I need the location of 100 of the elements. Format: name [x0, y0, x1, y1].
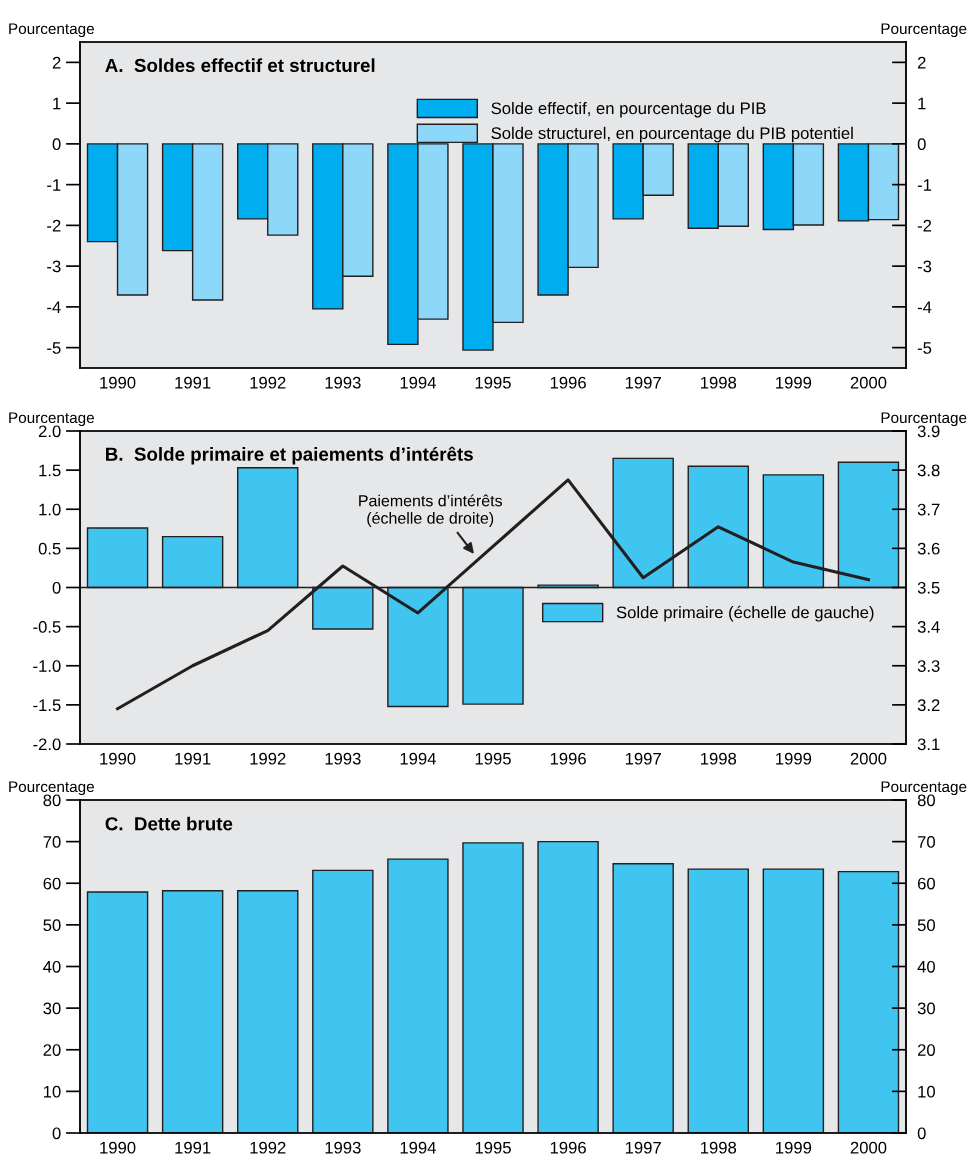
y2-tick-label: 3.7: [917, 503, 940, 516]
y-tick-label: 40: [43, 960, 61, 973]
x-tick-label: 1992: [250, 376, 286, 389]
y2-tick-label: 40: [917, 960, 935, 973]
y-tick-label: -1: [47, 179, 61, 191]
x-tick-label: 1998: [701, 376, 737, 389]
legend-label: Solde effectif, en pourcentage du PIB: [491, 101, 766, 118]
text: B. Solde primaire et paiements d’intérêts: [106, 446, 473, 465]
x-tick-label: 1996: [550, 752, 586, 765]
legend-label: Solde primaire (échelle de gauche): [616, 605, 874, 622]
bar: [612, 862, 674, 1133]
y2-tick-label: 3.4: [917, 621, 940, 633]
x-tick-label: 1994: [400, 376, 436, 389]
y2-tick-label: 3.1: [917, 738, 940, 751]
y-tick-label: -1.5: [33, 699, 61, 712]
text: C. Dette brute: [105, 816, 233, 831]
y2-tick-label: 1: [918, 97, 926, 110]
y2-tick-label: 3.6: [917, 542, 940, 555]
bar: [537, 840, 599, 1133]
x-tick-label: 1992: [250, 1141, 286, 1154]
x-tick-label: 1999: [776, 376, 812, 389]
y2-tick-label: 50: [917, 919, 935, 932]
y2-tick-label: 3.5: [917, 581, 940, 594]
bar: [86, 891, 149, 1133]
annotation: Paiements d’intérêts (échelle de droite): [359, 494, 503, 527]
x-tick-label: 1998: [701, 1141, 737, 1154]
x-tick-label: 1997: [625, 376, 661, 389]
y2-tick-label: 3.2: [917, 699, 940, 712]
y2-tick-label: 3.9: [917, 425, 940, 438]
y2-tick-label: 20: [917, 1044, 935, 1056]
x-tick-label: 1996: [550, 376, 586, 389]
y-tick-label: 10: [43, 1085, 61, 1098]
x-tick-label: 1991: [175, 752, 211, 765]
y2-tick-label: 10: [918, 1085, 935, 1098]
bar: [236, 890, 299, 1133]
y-axis-title: Pourcentage: [9, 23, 94, 38]
x-tick-label: 1995: [475, 1141, 511, 1154]
bar: [312, 869, 374, 1133]
x-tick-label: 1996: [550, 1141, 586, 1154]
y2-tick-label: 60: [917, 877, 935, 890]
x-tick-label: 2000: [850, 752, 887, 765]
bar: [762, 868, 825, 1133]
x-tick-label: 1997: [625, 1141, 661, 1154]
y2-tick-label: 2: [917, 56, 926, 69]
y2-tick-label: -4: [917, 301, 932, 313]
bar: [387, 858, 449, 1133]
text: A. Soldes effectif et structurel: [105, 58, 375, 73]
x-tick-label: 1992: [250, 752, 286, 765]
x-tick-label: 1991: [175, 1141, 211, 1154]
y2-tick-label: 3.3: [917, 660, 940, 672]
x-tick-label: 1993: [325, 376, 361, 389]
y-tick-label: 1.5: [39, 464, 61, 477]
y-tick-label: 0: [52, 138, 61, 151]
x-tick-label: 1997: [625, 752, 661, 765]
y-tick-label: 0: [52, 581, 61, 594]
y-tick-label: -1.0: [33, 660, 61, 672]
y-tick-label: 60: [43, 877, 61, 890]
y-tick-label: -3: [47, 260, 61, 273]
bar: [687, 868, 750, 1133]
bar: [837, 870, 900, 1133]
x-tick-label: 1993: [325, 752, 361, 765]
y2-axis-title: Pourcentage: [881, 23, 967, 38]
y2-tick-label: 3.8: [917, 464, 940, 477]
x-tick-label: 1990: [100, 376, 136, 389]
x-tick-label: 1994: [400, 752, 436, 765]
x-tick-label: 2000: [850, 376, 887, 389]
y2-tick-label: -3: [917, 260, 932, 273]
y-tick-label: 80: [43, 794, 61, 807]
x-tick-label: 1993: [325, 1141, 361, 1154]
y2-tick-label: -1: [917, 179, 932, 191]
x-tick-label: 1995: [475, 752, 511, 765]
y2-tick-label: 30: [917, 1002, 935, 1015]
y-tick-label: 2: [52, 56, 61, 69]
x-tick-label: 2000: [850, 1141, 887, 1154]
y-tick-label: -2: [47, 219, 61, 232]
bar: [161, 890, 224, 1133]
y-tick-label: 0: [52, 1127, 61, 1140]
y-tick-label: 1.0: [39, 503, 61, 516]
y-axis-title: Pourcentage: [9, 781, 94, 796]
x-tick-label: 1994: [400, 1141, 436, 1154]
y-tick-label: 30: [43, 1002, 61, 1015]
y2-tick-label: 0: [917, 1127, 926, 1140]
x-tick-label: 1995: [475, 376, 511, 389]
y-tick-label: 0.5: [38, 542, 61, 555]
y-tick-label: 70: [43, 836, 61, 848]
x-tick-label: 1999: [776, 1141, 812, 1154]
x-tick-label: 1990: [100, 1141, 136, 1154]
y2-tick-label: 70: [917, 836, 935, 848]
y-tick-label: -2.0: [33, 738, 61, 751]
y2-axis-title: Pourcentage: [881, 412, 967, 427]
x-tick-label: 1999: [776, 752, 812, 765]
y2-tick-label: -2: [917, 219, 932, 232]
y-tick-label: 50: [43, 919, 61, 932]
y-tick-label: -5: [47, 342, 61, 354]
y-tick-label: 2.0: [38, 425, 61, 438]
x-tick-label: 1990: [100, 752, 136, 765]
bar: [462, 842, 524, 1133]
x-tick-label: 1998: [701, 752, 737, 765]
y2-tick-label: 0: [917, 138, 926, 151]
y-tick-label: -4: [47, 301, 61, 313]
